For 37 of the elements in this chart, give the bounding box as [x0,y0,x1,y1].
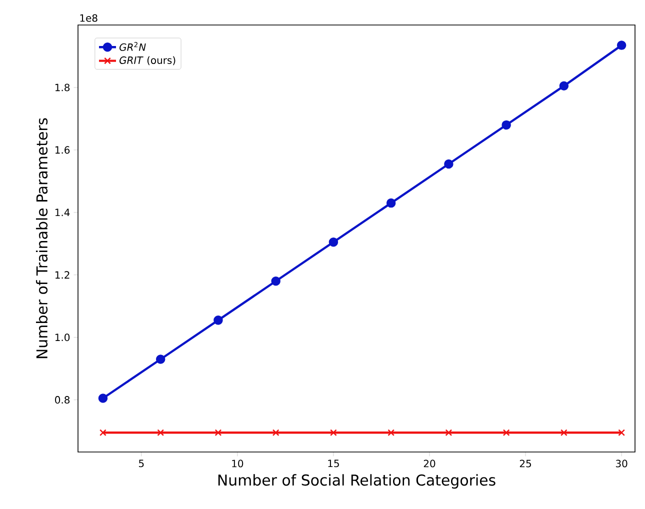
y-tick-label: 1.0 [55,334,70,342]
point [214,429,222,436]
point [618,429,626,436]
point [444,159,454,169]
point [616,40,626,50]
point [330,429,337,436]
y-tick-label: 1.4 [55,208,70,216]
point [98,394,108,403]
y-tick-label: 1.2 [55,271,70,279]
y-tick-label: 1.8 [55,84,70,92]
x-tick-label: 30 [616,460,628,468]
point [560,429,568,436]
point [388,429,395,436]
x-axis-title: Number of Social Relation Categories [218,474,496,489]
point [328,237,338,247]
legend-label: GR$^{2}$N [120,42,146,51]
x-tick-label: 15 [328,460,339,468]
point [157,429,164,436]
point [502,429,510,436]
x-tick-label: 20 [424,460,436,468]
point [156,354,166,364]
point [100,429,106,436]
point [502,120,511,130]
x-tick-label: 5 [138,460,144,468]
point [272,429,280,436]
x-tick-label: 25 [520,460,531,468]
point [445,429,452,436]
point [386,198,396,208]
y-tick-label: 0.8 [55,396,70,404]
y-axis-title: Number of Trainable Parameters [36,118,48,358]
point [271,276,280,286]
text: 1e8 [80,14,98,22]
x-tick-label: 10 [232,460,244,468]
point [559,81,569,91]
y-tick-label: 1.6 [55,146,70,154]
point [214,316,223,325]
legend-label: GRIT (ours) [120,56,176,66]
